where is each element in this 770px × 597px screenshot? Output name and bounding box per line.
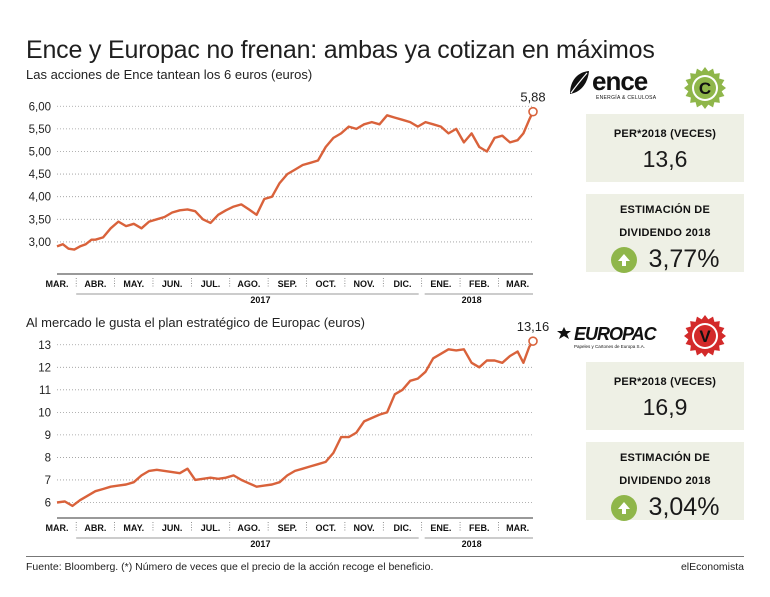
year-label: 2017 xyxy=(250,295,270,305)
x-tick-label: FEB. xyxy=(469,523,490,533)
europac-per-value: 16,9 xyxy=(642,394,688,420)
x-tick-label: OCT. xyxy=(315,279,336,289)
footer-brand: elEconomista xyxy=(680,561,744,573)
x-tick-label: JUN. xyxy=(162,279,183,289)
x-tick-label: AGO. xyxy=(237,279,260,289)
last-value-label: 5,88 xyxy=(520,90,545,105)
ence-logo: ence ENERGÍA & CELULOSA xyxy=(568,66,678,104)
x-tick-label: MAY. xyxy=(123,279,144,289)
x-tick-label: MAR. xyxy=(46,523,69,533)
ence-div-label-1: ESTIMACIÓN DE xyxy=(620,204,710,216)
ence-per-panel: PER*2018 (VECES) 13,6 xyxy=(586,114,744,182)
year-label: 2018 xyxy=(462,295,482,305)
ence-per-label: PER*2018 (VECES) xyxy=(613,128,717,140)
x-tick-label: SEP. xyxy=(278,279,297,289)
x-tick-label: MAR. xyxy=(506,523,529,533)
x-tick-label: ENE. xyxy=(430,279,451,289)
ence-dividend-panel: ESTIMACIÓN DE DIVIDENDO 2018 3,77% xyxy=(586,194,744,273)
y-tick-label: 9 xyxy=(45,430,51,442)
x-tick-label: ENE. xyxy=(430,523,451,533)
year-label: 2018 xyxy=(462,539,482,549)
europac-per-label: PER*2018 (VECES) xyxy=(613,376,717,388)
europac-logo-tagline: Papeles y Cartones de Europa S.A. xyxy=(574,344,646,349)
y-tick-label: 6 xyxy=(45,497,51,509)
footer-divider xyxy=(26,556,744,557)
x-tick-label: NOV. xyxy=(354,279,375,289)
x-tick-label: NOV. xyxy=(354,523,375,533)
x-tick-label: JUL. xyxy=(201,523,221,533)
ence-div-label-2: DIVIDENDO 2018 xyxy=(619,227,711,239)
y-tick-label: 4,00 xyxy=(29,192,51,204)
europac-dividend-panel: ESTIMACIÓN DE DIVIDENDO 2018 3,04% xyxy=(586,442,744,521)
ence-div-value: 3,77% xyxy=(648,245,720,273)
y-tick-label: 3,50 xyxy=(29,214,51,226)
last-point-marker xyxy=(528,106,538,117)
y-tick-label: 3,00 xyxy=(29,237,51,249)
arrow-up-icon xyxy=(610,494,637,521)
last-point-marker xyxy=(528,336,538,346)
year-label: 2017 xyxy=(250,539,270,549)
y-tick-label: 4,50 xyxy=(29,169,51,181)
y-tick-label: 6,00 xyxy=(29,101,51,113)
y-tick-label: 12 xyxy=(38,362,51,374)
ence-price-chart: 6,00 5,50 5,00 4,50 4,00 3,50 3,00 MAR. ABR. MAY.… xyxy=(29,90,546,305)
x-tick-label: ABR. xyxy=(84,523,106,533)
x-tick-label: FEB. xyxy=(469,279,490,289)
x-tick-label: DIC. xyxy=(393,523,411,533)
ence-logo-word: ence xyxy=(592,66,648,96)
x-tick-label: MAR. xyxy=(46,279,69,289)
europac-div-label-1: ESTIMACIÓN DE xyxy=(620,452,710,464)
europac-div-value: 3,04% xyxy=(648,493,720,521)
x-tick-label: DIC. xyxy=(393,279,411,289)
buy-badge-icon: C xyxy=(684,67,726,109)
x-tick-label: ABR. xyxy=(84,279,106,289)
x-tick-label: JUN. xyxy=(162,523,183,533)
europac-price-chart: 13 12 11 10 9 8 7 6 MAR. ABR. MAY. JUN. JUL. AGO. SEP.… xyxy=(38,319,550,549)
footer-source: Fuente: Bloomberg. (*) Número de veces q… xyxy=(26,561,434,573)
y-tick-label: 5,50 xyxy=(29,124,51,136)
page-title: Ence y Europac no frenan: ambas ya cotiz… xyxy=(26,36,655,64)
x-tick-label: MAY. xyxy=(123,523,144,533)
last-value-label: 13,16 xyxy=(517,319,550,334)
x-tick-label: OCT. xyxy=(315,523,336,533)
x-tick-label: JUL. xyxy=(201,279,221,289)
ence-logo-tagline: ENERGÍA & CELULOSA xyxy=(596,95,657,101)
y-tick-label: 13 xyxy=(38,340,51,352)
leaf-icon xyxy=(570,71,589,94)
europac-logo-word: EUROPAC xyxy=(574,324,657,344)
europac-logo: EUROPAC Papeles y Cartones de Europa S.A… xyxy=(556,324,657,356)
ence-badge-letter: C xyxy=(699,79,711,98)
chart-title-ence: Las acciones de Ence tantean los 6 euros… xyxy=(26,67,313,82)
y-tick-label: 5,00 xyxy=(29,146,51,158)
y-tick-label: 10 xyxy=(38,407,51,419)
sell-badge-icon: V xyxy=(684,315,726,357)
chart-title-europac: Al mercado le gusta el plan estratégico … xyxy=(26,315,365,330)
y-tick-label: 11 xyxy=(39,385,51,397)
series-line xyxy=(56,111,535,251)
x-tick-label: SEP. xyxy=(278,523,297,533)
ence-per-value: 13,6 xyxy=(642,146,688,172)
europac-per-panel: PER*2018 (VECES) 16,9 xyxy=(586,362,744,430)
arrow-up-icon xyxy=(610,246,637,273)
y-tick-label: 8 xyxy=(45,452,51,464)
series-line xyxy=(56,340,535,508)
europac-badge-letter: V xyxy=(699,327,711,346)
y-tick-label: 7 xyxy=(45,475,51,487)
x-tick-label: MAR. xyxy=(506,279,529,289)
europac-div-label-2: DIVIDENDO 2018 xyxy=(619,475,711,487)
x-tick-label: AGO. xyxy=(237,523,260,533)
europac-mark-icon xyxy=(557,327,571,339)
